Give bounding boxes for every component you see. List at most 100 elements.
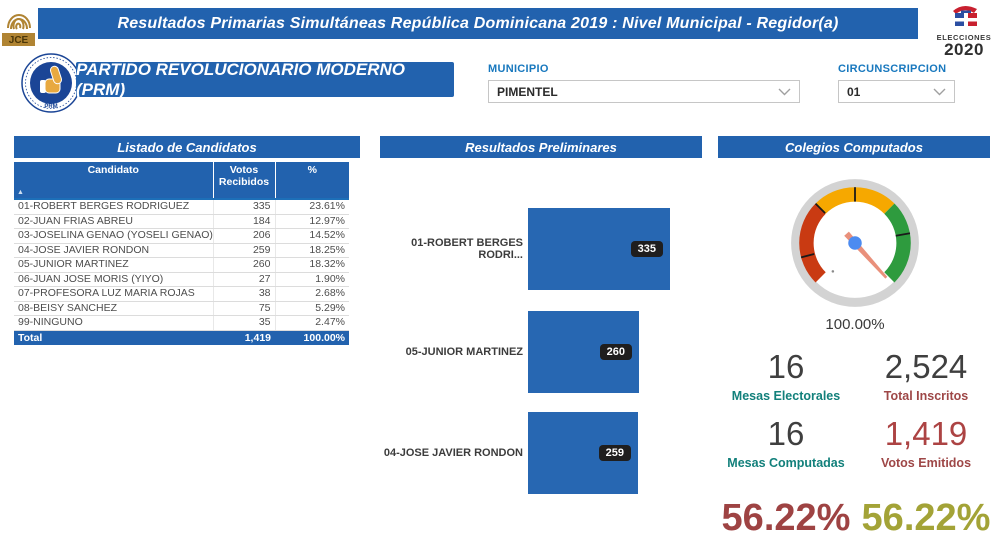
cell-candidato: 07-PROFESORA LUZ MARIA ROJAS [14,286,214,302]
cell-pct: 23.61% [275,199,349,215]
stats-grid: 16 Mesas Electorales 2,524 Total Inscrit… [716,348,996,470]
cell-pct: 18.32% [275,257,349,273]
cell-pct: 12.97% [275,214,349,229]
total-votes: 1,419 [213,330,275,345]
stat-value: 2,524 [884,348,968,385]
circunscripcion-dropdown[interactable]: 01 [838,80,955,103]
cell-candidato: 04-JOSE JAVIER RONDON [14,243,214,258]
bar-category-label: 01-ROBERT BERGES RODRI... [411,237,523,261]
cell-pct: 1.90% [275,272,349,287]
bar-value-badge: 260 [599,344,632,360]
bar-value-badge: 335 [630,241,663,257]
sort-ascending-icon[interactable]: ▲ [17,189,24,196]
prm-logo-text: PRM [44,104,57,110]
table-row[interactable]: 03-JOSELINA GENAO (YOSELI GENAO) 206 14.52… [14,228,349,244]
candidates-table: Candidato Votos Recibidos % ▲ 01-ROBERT … [14,162,349,345]
colegios-panel-title: Colegios Computados [718,136,990,158]
ballot-box-icon [953,5,977,26]
chevron-down-icon [778,88,791,95]
cell-candidato: 08-BEISY SANCHEZ [14,301,214,316]
cell-pct: 2.68% [275,286,349,302]
cell-candidato: 02-JUAN FRIAS ABREU [14,214,214,229]
participation-percentages: 56.22% 56.22% [716,496,996,536]
bar-track: 335 [528,208,698,290]
cell-candidato: 03-JOSELINA GENAO (YOSELI GENAO) [14,228,214,244]
total-pct: 100.00% [275,330,349,345]
candidates-panel-title: Listado de Candidatos [14,136,360,158]
municipio-value: PIMENTEL [497,84,558,99]
municipio-filter: MUNICIPIO PIMENTEL [488,63,800,103]
bar-row: 05-JUNIOR MARTINEZ 260 [380,311,702,393]
cell-votos: 75 [213,301,276,316]
cell-votos: 184 [213,214,276,229]
cell-votos: 35 [213,315,276,331]
gauge-band-red [799,203,826,283]
results-panel-title: Resultados Preliminares [380,136,702,158]
participation-pct-red: 56.22% [721,497,851,536]
cell-votos: 260 [213,257,276,273]
circunscripcion-filter: CIRCUNSCRIPCION 01 [838,63,955,103]
bar-row: 01-ROBERT BERGES RODRI... 335 [380,208,702,290]
party-name: PARTIDO REVOLUCIONARIO MODERNO (PRM) [76,59,405,99]
cell-votos: 38 [213,286,276,302]
gauge-band-green [884,203,911,283]
table-row[interactable]: 01-ROBERT BERGES RODRIGUEZ 335 23.61% [14,199,349,215]
table-row[interactable]: 06-JUAN JOSE MORIS (YIYO) 27 1.90% [14,272,349,287]
bar-row: 04-JOSE JAVIER RONDON 259 [380,412,702,494]
participation-pct-olive: 56.22% [861,497,991,536]
total-label: Total [14,330,213,345]
table-row[interactable]: 02-JUAN FRIAS ABREU 184 12.97% [14,214,349,229]
stat-value: 16 [767,415,805,452]
column-header-votos[interactable]: Votos Recibidos [213,162,276,188]
stat-mesas-electorales: 16 Mesas Electorales [716,348,856,403]
colegios-gauge [783,171,927,315]
bar[interactable]: 260 [528,311,639,393]
cell-candidato: 05-JUNIOR MARTINEZ [14,257,214,273]
column-header-pct[interactable]: % [275,162,349,188]
chevron-down-icon [933,88,946,95]
circunscripcion-label: CIRCUNSCRIPCION [838,63,947,75]
gauge-value: 100.00% [825,316,885,333]
jce-logo: JCE [2,2,35,46]
stat-label: Mesas Computadas [727,456,845,470]
cell-votos: 259 [213,243,276,258]
party-header: PARTIDO REVOLUCIONARIO MODERNO (PRM) [76,59,454,99]
stat-label: Mesas Electorales [731,389,841,403]
table-row[interactable]: 08-BEISY SANCHEZ 75 5.29% [14,301,349,316]
cell-pct: 5.29% [275,301,349,316]
stat-value: 16 [767,348,805,385]
bar[interactable]: 259 [528,412,638,494]
table-row[interactable]: 07-PROFESORA LUZ MARIA ROJAS 38 2.68% [14,286,349,302]
prm-party-logo: PRM [20,52,82,114]
bar[interactable]: 335 [528,208,670,290]
cell-votos: 335 [213,199,276,215]
table-row[interactable]: 05-JUNIOR MARTINEZ 260 18.32% [14,257,349,273]
bar-track: 259 [528,412,698,494]
stat-label: Total Inscritos [883,389,969,403]
cell-pct: 2.47% [275,315,349,331]
stat-total-inscritos: 2,524 Total Inscritos [856,348,996,403]
elecciones-2020-logo: ELECCIONES 2020 [933,1,995,58]
table-row[interactable]: 04-JOSE JAVIER RONDON 259 18.25% [14,243,349,258]
cell-votos: 206 [213,228,276,244]
stat-label: Votos Emitidos [880,456,972,470]
circunscripcion-value: 01 [847,84,861,99]
stat-votos-emitidos: 1,419 Votos Emitidos [856,415,996,470]
thumbs-up-icon [40,65,63,94]
gauge-hub [848,236,862,250]
table-row[interactable]: 99-NINGUNO 35 2.47% [14,315,349,331]
results-bar-chart: 01-ROBERT BERGES RODRI... 335 05-JUNIOR MA… [380,0,702,536]
elecciones-year: 2020 [944,40,984,59]
main-title-bar: Resultados Primarias Simultáneas Repúbli… [38,8,918,39]
bar-category-label: 04-JOSE JAVIER RONDON [383,447,523,459]
gauge-ticks [800,187,911,259]
municipio-label: MUNICIPIO [488,63,549,75]
column-header-candidato[interactable]: Candidato [14,162,214,188]
cell-pct: 18.25% [275,243,349,258]
table-total-row: Total 1,419 100.00% [14,330,349,345]
municipio-dropdown[interactable]: PIMENTEL [488,80,800,103]
cell-votos: 27 [213,272,276,287]
bar-category-label: 05-JUNIOR MARTINEZ [405,346,523,358]
cell-candidato: 99-NINGUNO [14,315,214,331]
